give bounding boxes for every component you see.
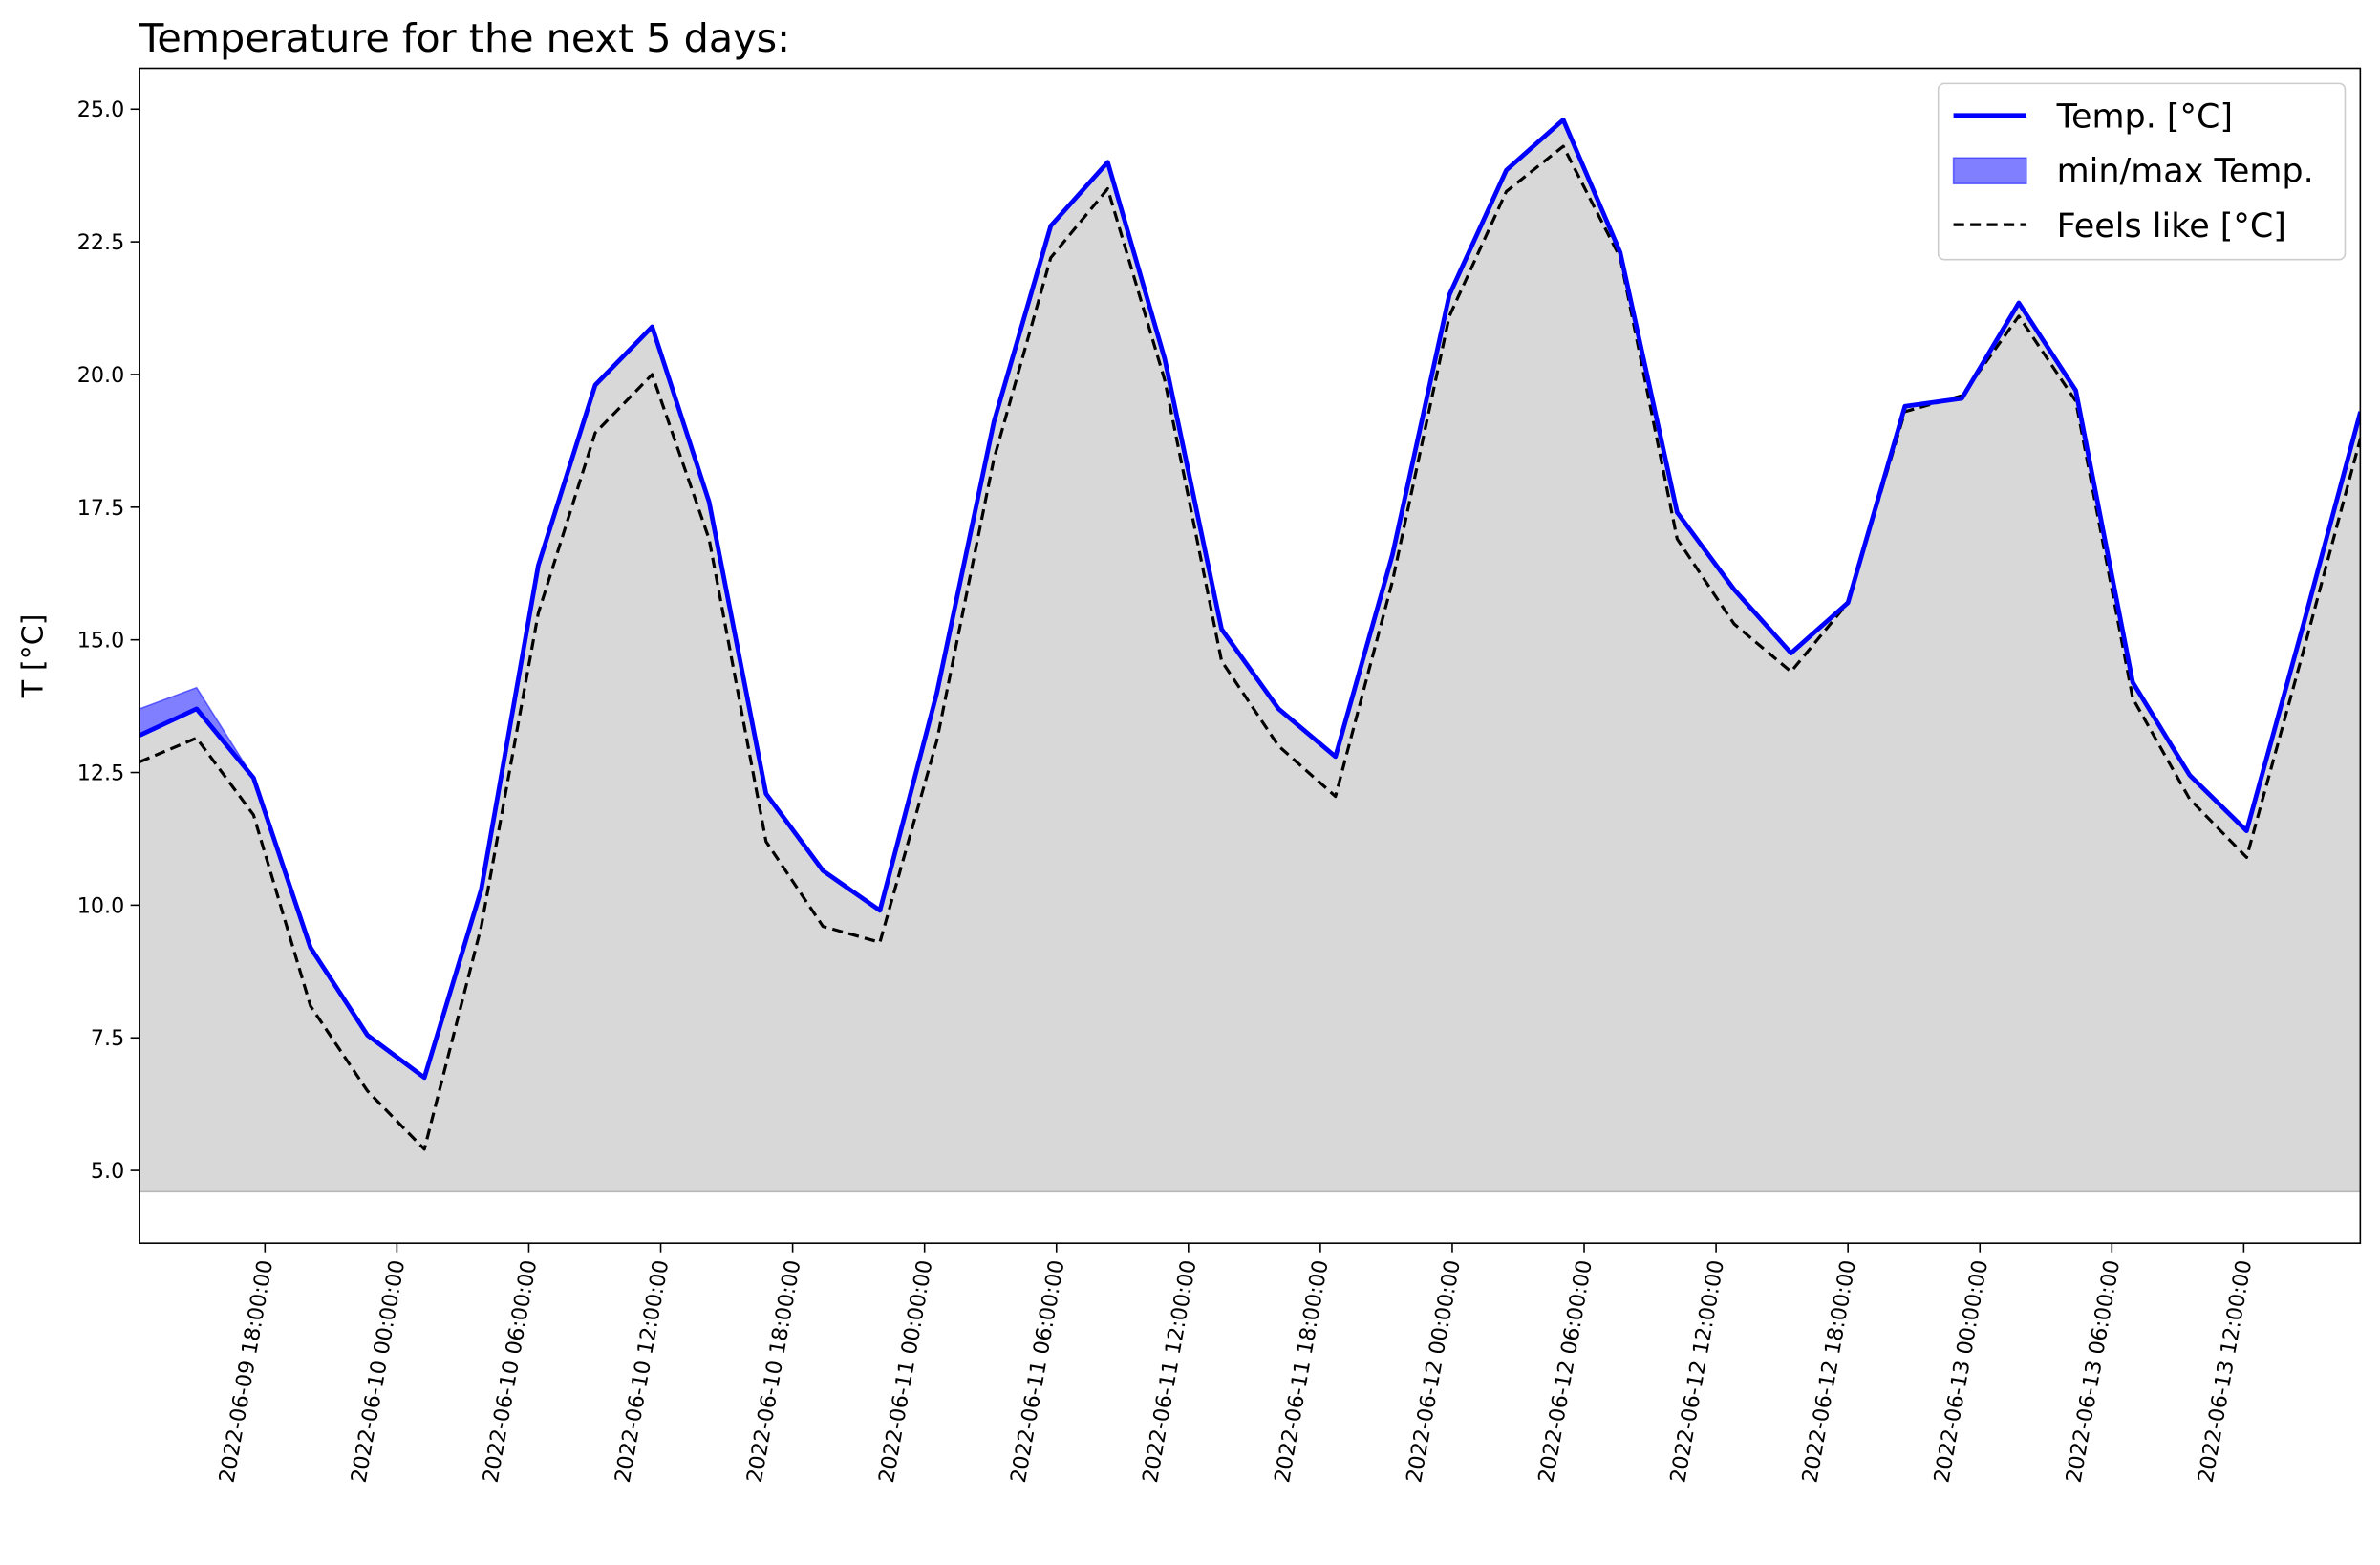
series-line xyxy=(139,117,2361,1081)
x-tick-label: 2022-06-10 18:00:00 xyxy=(742,1258,806,1485)
legend-label: min/max Temp. xyxy=(2057,153,2314,191)
x-tick-label: 2022-06-11 00:00:00 xyxy=(874,1258,938,1485)
chart-title: Temperature for the next 5 days: xyxy=(139,15,790,61)
x-tick-label: 2022-06-10 12:00:00 xyxy=(611,1258,675,1485)
x-tick-label: 2022-06-12 06:00:00 xyxy=(1533,1258,1597,1485)
axes-frame xyxy=(139,67,2362,1244)
x-tick-label: 2022-06-13 12:00:00 xyxy=(2194,1258,2258,1485)
legend-box xyxy=(1937,82,2347,261)
y-tick-label: 7.5 xyxy=(91,1026,124,1051)
x-tick-label: 2022-06-13 06:00:00 xyxy=(2062,1258,2126,1485)
x-tick-label: 2022-06-12 18:00:00 xyxy=(1797,1258,1861,1485)
x-tick-label: 2022-06-10 00:00:00 xyxy=(347,1258,411,1485)
x-tick-label: 2022-06-10 06:00:00 xyxy=(479,1258,543,1485)
y-tick-label: 12.5 xyxy=(77,761,125,785)
y-tick-label: 17.5 xyxy=(77,496,125,521)
legend-label: Feels like [°C] xyxy=(2057,207,2286,246)
x-tick-label: 2022-06-12 00:00:00 xyxy=(1402,1258,1466,1485)
y-tick-label: 5.0 xyxy=(91,1159,124,1184)
x-tick-label: 2022-06-11 06:00:00 xyxy=(1006,1258,1070,1485)
y-tick-label: 20.0 xyxy=(77,363,125,388)
x-tick-label: 2022-06-12 12:00:00 xyxy=(1665,1258,1729,1485)
x-tick-label: 2022-06-09 18:00:00 xyxy=(215,1258,279,1485)
y-axis-label: T [°C] xyxy=(16,613,50,698)
legend-label: Temp. [°C] xyxy=(2056,97,2233,136)
y-tick-label: 15.0 xyxy=(77,629,125,654)
x-tick-label: 2022-06-13 00:00:00 xyxy=(1929,1258,1993,1485)
y-tick-label: 25.0 xyxy=(77,97,125,122)
series-line xyxy=(139,144,2361,1151)
plot xyxy=(139,117,2361,1193)
x-tick-label: 2022-06-11 12:00:00 xyxy=(1138,1258,1202,1485)
y-tick-label: 10.0 xyxy=(77,893,125,918)
legend-swatch xyxy=(1952,157,2027,185)
y-tick-label: 22.5 xyxy=(77,230,125,255)
area-fill xyxy=(139,119,2361,1192)
x-tick-label: 2022-06-11 18:00:00 xyxy=(1270,1258,1334,1485)
